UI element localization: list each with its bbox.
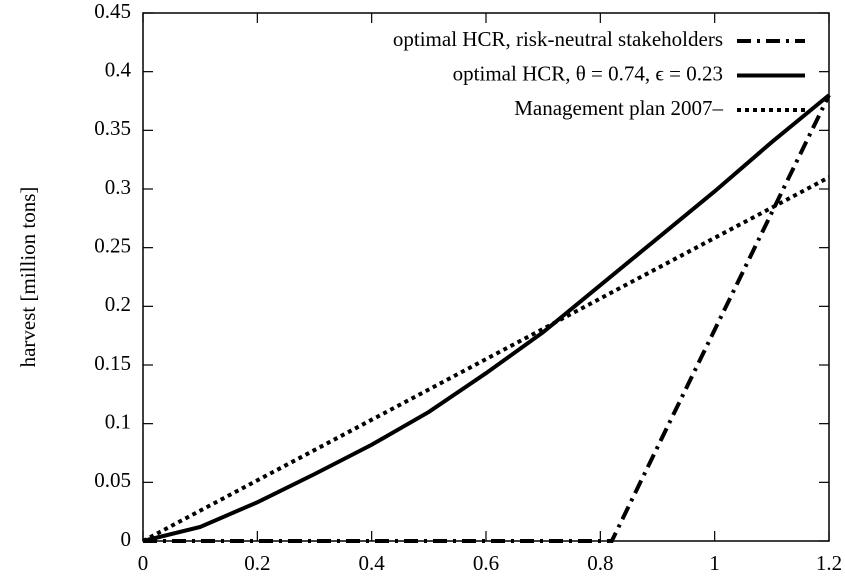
- x-tick-label: 0.6: [473, 551, 499, 575]
- y-tick-label: 0.35: [94, 116, 131, 140]
- y-tick-label: 0.05: [94, 468, 131, 492]
- x-tick-label: 0.8: [587, 551, 613, 575]
- x-tick-label: 0: [138, 551, 149, 575]
- y-tick-label: 0.1: [105, 409, 131, 433]
- legend-label: Management plan 2007–: [514, 96, 723, 120]
- y-tick-label: 0.45: [94, 0, 131, 23]
- series-line: [142, 93, 831, 543]
- y-tick-label: 0.4: [105, 57, 132, 81]
- x-tick-label: 0.2: [244, 551, 270, 575]
- y-axis-label: harvest [million tons]: [16, 187, 40, 368]
- legend-label: optimal HCR, risk-neutral stakeholders: [393, 27, 723, 51]
- y-tick-label: 0.15: [94, 351, 131, 375]
- series-line: [143, 94, 831, 543]
- y-tick-label: 0.3: [105, 175, 131, 199]
- y-tick-label: 0.25: [94, 233, 131, 257]
- y-tick-label: 0: [121, 527, 132, 551]
- series-line: [142, 175, 830, 543]
- plot-frame: [142, 12, 830, 542]
- x-tick-label: 1: [709, 551, 720, 575]
- legend-label: optimal HCR, θ = 0.74, ϵ = 0.23: [453, 61, 723, 85]
- x-tick-label: 0.4: [359, 551, 386, 575]
- y-tick-label: 0.2: [105, 292, 131, 316]
- x-tick-label: 1.2: [816, 551, 842, 575]
